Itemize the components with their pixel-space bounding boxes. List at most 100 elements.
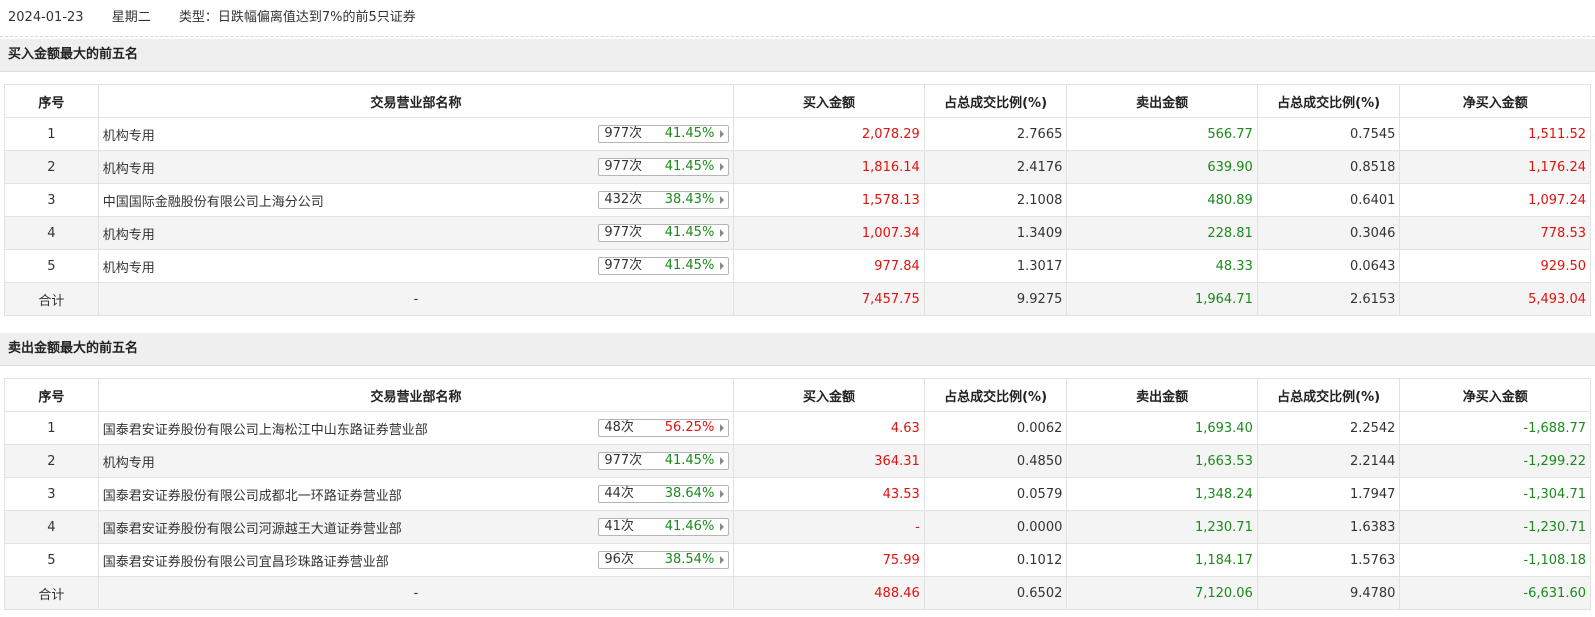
branch-stats-button[interactable]: 432次 38.43% (598, 191, 730, 209)
buy-amount: 977.84 (733, 249, 925, 283)
total-buy-ratio: 0.6502 (923, 576, 1068, 610)
win-rate: 38.43% (664, 192, 715, 207)
listing-count: 44次 (604, 486, 634, 501)
sell-amount: 1,663.53 (1066, 444, 1258, 478)
total-buy: 488.46 (733, 576, 925, 610)
table-row: 1 机构专用 977次 41.45% 2,078.29 2.7665 566.77 0.754… (4, 117, 1591, 151)
buy-ratio: 0.0579 (923, 477, 1068, 511)
branch-cell: 国泰君安证券股份有限公司成都北一环路证券营业部 44次 38.64% (97, 477, 735, 511)
net-amount: 1,176.24 (1399, 150, 1591, 184)
win-rate: 41.45% (664, 159, 715, 174)
sell-amount: 1,184.17 (1066, 543, 1258, 577)
buy-amount: 4.63 (733, 411, 925, 445)
branch-name[interactable]: 中国国际金融股份有限公司上海分公司 (102, 194, 324, 210)
net-amount: 778.53 (1399, 216, 1591, 250)
branch-cell: 国泰君安证券股份有限公司上海松江中山东路证券营业部 48次 56.25% (97, 411, 735, 445)
buy-ratio: 1.3409 (923, 216, 1068, 250)
total-branch: - (97, 576, 735, 610)
table-row: 4 国泰君安证券股份有限公司河源越王大道证券营业部 41次 41.46% -0.0000… (4, 510, 1591, 544)
net-amount: 1,097.24 (1399, 183, 1591, 217)
sell-amount: 48.33 (1066, 249, 1258, 283)
total-row: 合计 -488.46 0.6502 7,120.06 9.4780 -6,631.60 (4, 576, 1591, 610)
table-row: 2 机构专用 977次 41.45% 364.31 0.4850 1,663.53 2.214… (4, 444, 1591, 478)
win-rate: 41.46% (664, 519, 715, 534)
total-net: -6,631.60 (1399, 576, 1591, 610)
table-row: 2 机构专用 977次 41.45% 1,816.14 2.4176 639.90 0.851… (4, 150, 1591, 184)
chevron-right-icon (720, 229, 725, 237)
chevron-right-icon (720, 490, 725, 498)
weekday: 星期二 (111, 10, 151, 25)
table-row: 5 国泰君安证券股份有限公司宜昌珍珠路证券营业部 96次 38.54% 75.99 0.1… (4, 543, 1591, 577)
branch-stats-button[interactable]: 977次 41.45% (598, 125, 730, 143)
total-buy-ratio: 9.9275 (923, 282, 1068, 316)
branch-stats-button[interactable]: 48次 56.25% (598, 419, 730, 437)
chevron-right-icon (720, 457, 725, 465)
branch-stats-button[interactable]: 44次 38.64% (598, 485, 730, 503)
table-row: 1 国泰君安证券股份有限公司上海松江中山东路证券营业部 48次 56.25% 4.63 0… (4, 411, 1591, 445)
sell-ratio: 1.6383 (1256, 510, 1401, 544)
sell-section-title: 卖出金额最大的前五名 (0, 333, 1595, 366)
listing-count: 977次 (604, 126, 643, 141)
listing-count: 48次 (604, 420, 634, 435)
total-sell-ratio: 2.6153 (1256, 282, 1401, 316)
sell-ratio: 2.2542 (1256, 411, 1401, 445)
buy-section-title: 买入金额最大的前五名 (0, 39, 1595, 72)
total-sell: 7,120.06 (1066, 576, 1258, 610)
col-header-index: 序号 (4, 378, 99, 412)
branch-stats-button[interactable]: 977次 41.45% (598, 224, 730, 242)
total-label: 合计 (4, 282, 99, 316)
branch-stats-button[interactable]: 977次 41.45% (598, 452, 730, 470)
net-amount: 929.50 (1399, 249, 1591, 283)
row-index: 3 (4, 183, 99, 217)
branch-stats-button[interactable]: 96次 38.54% (598, 551, 730, 569)
branch-stats-button[interactable]: 977次 41.45% (598, 158, 730, 176)
listing-count: 977次 (604, 453, 643, 468)
table-row: 3 中国国际金融股份有限公司上海分公司 432次 38.43% 1,578.13 2.10… (4, 183, 1591, 217)
net-amount: -1,230.71 (1399, 510, 1591, 544)
branch-name[interactable]: 国泰君安证券股份有限公司河源越王大道证券营业部 (102, 521, 402, 537)
buy-top5-table: 序号 交易营业部名称 买入金额 占总成交比例(%) 卖出金额 占总成交比例(%)… (4, 84, 1591, 316)
buy-amount: - (733, 510, 925, 544)
listing-count: 977次 (604, 159, 643, 174)
sell-top5-table: 序号 交易营业部名称 买入金额 占总成交比例(%) 卖出金额 占总成交比例(%)… (4, 378, 1591, 610)
branch-name[interactable]: 机构专用 (102, 455, 155, 471)
total-branch: - (97, 282, 735, 316)
branch-stats-button[interactable]: 977次 41.45% (598, 257, 730, 275)
branch-name[interactable]: 国泰君安证券股份有限公司宜昌珍珠路证券营业部 (102, 554, 389, 570)
total-label: 合计 (4, 576, 99, 610)
branch-name[interactable]: 国泰君安证券股份有限公司成都北一环路证券营业部 (102, 488, 402, 504)
col-header-sell: 卖出金额 (1066, 378, 1258, 412)
sell-amount: 480.89 (1066, 183, 1258, 217)
list-type: 类型：日跌幅偏离值达到7%的前5只证券 (178, 10, 416, 25)
chevron-right-icon (720, 424, 725, 432)
branch-name[interactable]: 机构专用 (102, 161, 155, 177)
buy-ratio: 1.3017 (923, 249, 1068, 283)
branch-name[interactable]: 机构专用 (102, 128, 155, 144)
branch-cell: 机构专用 977次 41.45% (97, 444, 735, 478)
row-index: 2 (4, 150, 99, 184)
row-index: 5 (4, 543, 99, 577)
branch-name[interactable]: 国泰君安证券股份有限公司上海松江中山东路证券营业部 (102, 422, 428, 438)
buy-ratio: 2.7665 (923, 117, 1068, 151)
net-amount: -1,688.77 (1399, 411, 1591, 445)
branch-cell: 中国国际金融股份有限公司上海分公司 432次 38.43% (97, 183, 735, 217)
win-rate: 41.45% (664, 453, 715, 468)
col-header-sell-ratio: 占总成交比例(%) (1256, 378, 1401, 412)
branch-name[interactable]: 机构专用 (102, 260, 155, 276)
total-buy: 7,457.75 (733, 282, 925, 316)
branch-cell: 国泰君安证券股份有限公司宜昌珍珠路证券营业部 96次 38.54% (97, 543, 735, 577)
branch-cell: 机构专用 977次 41.45% (97, 150, 735, 184)
listing-count: 41次 (604, 519, 634, 534)
buy-amount: 2,078.29 (733, 117, 925, 151)
col-header-buy: 买入金额 (733, 84, 925, 118)
row-index: 1 (4, 117, 99, 151)
table-row: 3 国泰君安证券股份有限公司成都北一环路证券营业部 44次 38.64% 43.53 0.… (4, 477, 1591, 511)
col-header-net: 净买入金额 (1399, 378, 1591, 412)
buy-amount: 1,578.13 (733, 183, 925, 217)
total-row: 合计 -7,457.75 9.9275 1,964.71 2.6153 5,493.04 (4, 282, 1591, 316)
col-header-buy: 买入金额 (733, 378, 925, 412)
branch-name[interactable]: 机构专用 (102, 227, 155, 243)
total-sell-ratio: 9.4780 (1256, 576, 1401, 610)
branch-stats-button[interactable]: 41次 41.46% (598, 518, 730, 536)
buy-ratio: 2.4176 (923, 150, 1068, 184)
